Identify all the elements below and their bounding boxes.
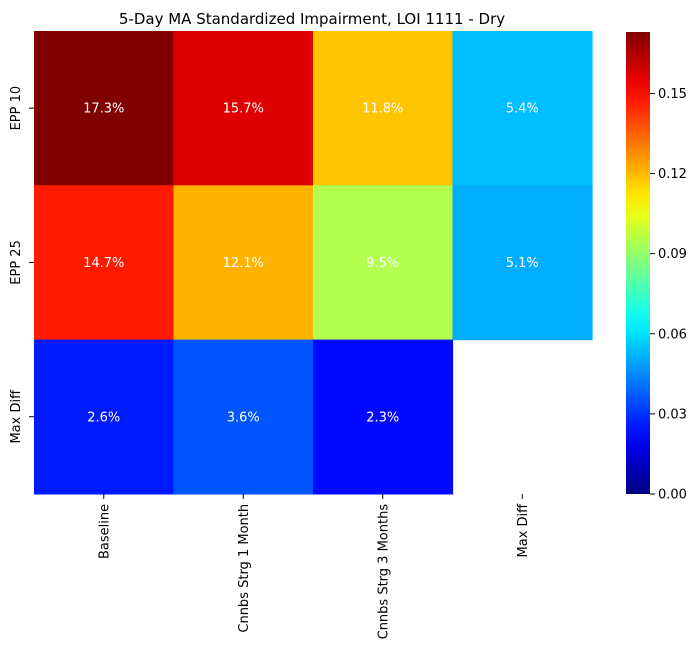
x-tick-label: Max Diff xyxy=(516,503,531,558)
cell-label: 14.7% xyxy=(83,256,124,271)
colorbar-tick-label: 0.03 xyxy=(658,407,687,422)
heatmap-cell xyxy=(173,31,314,186)
chart-title: 5-Day MA Standardized Impairment, LOI 11… xyxy=(119,10,505,28)
heatmap-cell xyxy=(313,185,454,341)
cell-label: 2.3% xyxy=(366,410,399,425)
x-tick-label: Cnnbs Strg 1 Month xyxy=(237,504,252,633)
heatmap-cell xyxy=(313,339,454,495)
heatmap-cell xyxy=(34,339,175,495)
cell-label: 3.6% xyxy=(227,410,260,425)
cell-label: 12.1% xyxy=(223,256,264,271)
cell-label: 2.6% xyxy=(87,410,120,425)
cell-label: 15.7% xyxy=(223,102,264,117)
y-tick-label: Max Diff xyxy=(9,389,24,444)
x-tick-label: Baseline xyxy=(98,504,113,559)
heatmap-cell xyxy=(452,185,593,341)
heatmap-cell xyxy=(313,31,454,186)
colorbar-tick-label: 0.00 xyxy=(658,488,687,503)
cell-label: 5.4% xyxy=(506,102,539,117)
cell-label: 11.8% xyxy=(362,102,403,117)
heatmap-cell xyxy=(173,339,314,495)
heatmap-cells: 17.3% 15.7% 11.8% 5.4% 14.7% 12.1% 9.5% 5.1% 2.6… xyxy=(34,31,593,495)
heatmap-cell xyxy=(452,31,593,186)
colorbar-tick-label: 0.09 xyxy=(658,247,687,262)
y-tick-label: EPP 25 xyxy=(9,240,24,285)
colorbar-tick-label: 0.06 xyxy=(658,327,687,342)
y-tick-label: EPP 10 xyxy=(9,86,24,131)
cell-label: 5.1% xyxy=(506,256,539,271)
colorbar: 0.00 0.03 0.06 0.09 0.12 0.15 xyxy=(626,32,687,503)
cell-label: 9.5% xyxy=(366,256,399,271)
heatmap-cell xyxy=(34,31,175,186)
colorbar-tick-label: 0.15 xyxy=(658,87,687,102)
x-tick-label: Cnnbs Strg 3 Months xyxy=(377,504,392,640)
cell-label: 17.3% xyxy=(83,102,124,117)
heatmap-cell xyxy=(173,185,314,341)
colorbar-gradient xyxy=(626,32,650,494)
y-axis: EPP 10 EPP 25 Max Diff xyxy=(9,86,34,444)
heatmap-cell xyxy=(34,185,175,341)
x-axis: Baseline Cnnbs Strg 1 Month Cnnbs Strg 3 M… xyxy=(98,493,531,640)
colorbar-tick-label: 0.12 xyxy=(658,167,687,182)
